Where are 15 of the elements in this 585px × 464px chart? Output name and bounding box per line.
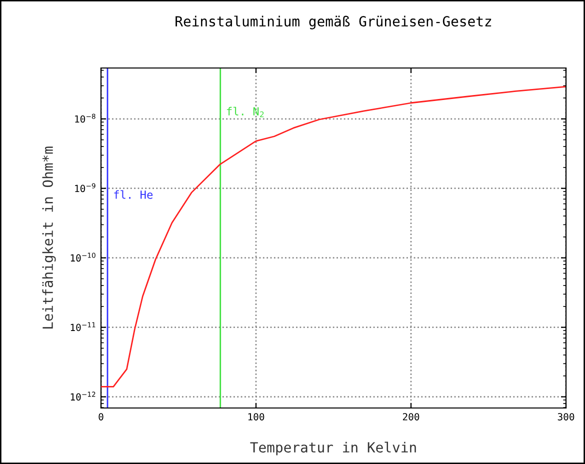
ref-line-label: fl. N$_{2}$ bbox=[226, 106, 264, 118]
chart-title: Reinstaluminium gemäß Grüneisen-Gesetz bbox=[176, 16, 492, 30]
y-tick-label: 10$^{−12}$ bbox=[70, 392, 96, 401]
x-tick-label: 300 bbox=[558, 413, 574, 420]
ref-line-label: fl. He bbox=[114, 190, 153, 199]
y-tick-label: 10$^{−11}$ bbox=[70, 322, 96, 332]
x-tick-label: 200 bbox=[402, 413, 420, 420]
y-tick-label: 10$^{−8}$ bbox=[75, 114, 96, 123]
x-tick-label: 0 bbox=[98, 413, 104, 420]
y-axis-title: Leitfähigkeit in Ohm*m bbox=[42, 146, 56, 329]
y-tick-label: 10$^{−10}$ bbox=[70, 252, 96, 262]
y-tick-label: 10$^{−9}$ bbox=[75, 183, 96, 192]
x-axis-title: Temperatur in Kelvin bbox=[250, 442, 416, 456]
line-series bbox=[101, 86, 566, 388]
x-tick-label: 100 bbox=[248, 413, 264, 420]
